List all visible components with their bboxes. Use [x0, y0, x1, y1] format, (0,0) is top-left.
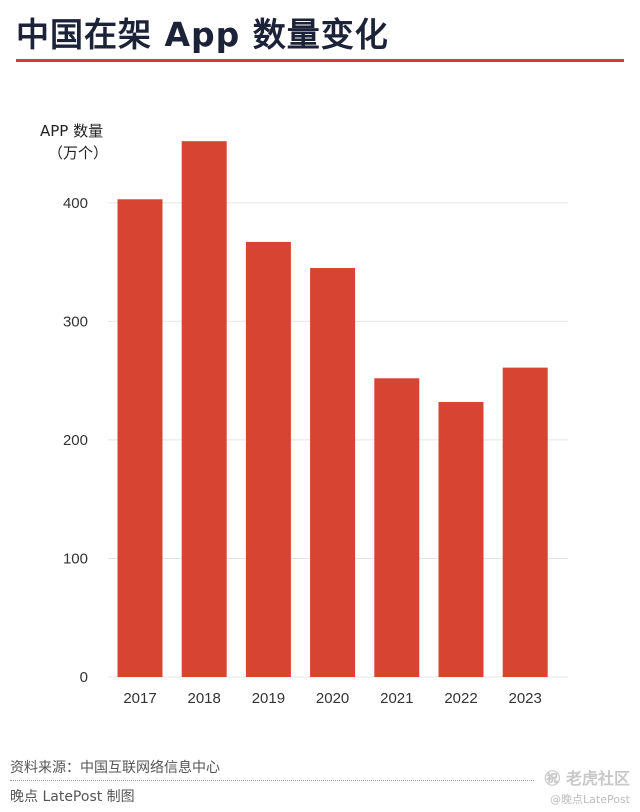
y-tick-label: 0	[80, 669, 88, 686]
y-tick-label: 300	[63, 313, 88, 330]
x-tick-label: 2022	[444, 690, 477, 707]
y-axis-label-unit: （万个）	[48, 144, 109, 162]
social-watermark: ㊗ 老虎社区	[544, 769, 630, 788]
bar-2022	[438, 401, 484, 677]
chart-title: 中国在架 App 数量变化	[16, 15, 389, 54]
y-tick-label: 200	[63, 432, 88, 449]
y-axis-label-line1: APP 数量	[40, 122, 104, 140]
x-tick-labels: 2017 2018 2019 2020 2021 2022 2023	[123, 690, 542, 707]
x-tick-label: 2023	[509, 690, 542, 707]
bar-2023	[502, 367, 548, 677]
bar-2018	[181, 141, 227, 677]
x-tick-label: 2018	[188, 690, 221, 707]
bars	[117, 141, 548, 677]
bar-2017	[117, 199, 163, 677]
bar-2020	[310, 268, 356, 677]
bar-2019	[245, 241, 291, 677]
x-tick-label: 2021	[380, 690, 413, 707]
bar-2021	[374, 378, 420, 677]
footer-divider	[10, 780, 534, 781]
source-note: 资料来源：中国互联网络信息中心	[10, 760, 220, 776]
y-tick-label: 100	[63, 550, 88, 567]
credit-note: 晚点 LatePost 制图	[10, 789, 135, 805]
x-tick-label: 2020	[316, 690, 349, 707]
y-tick-labels: 0 100 200 300 400	[63, 195, 88, 686]
x-tick-label: 2017	[123, 690, 156, 707]
x-tick-label: 2019	[252, 690, 285, 707]
y-axis-label: APP 数量 （万个）	[40, 120, 108, 164]
social-watermark-handle: @晚点LatePost	[550, 793, 630, 806]
title-divider	[16, 59, 624, 62]
y-tick-label: 400	[63, 195, 88, 212]
